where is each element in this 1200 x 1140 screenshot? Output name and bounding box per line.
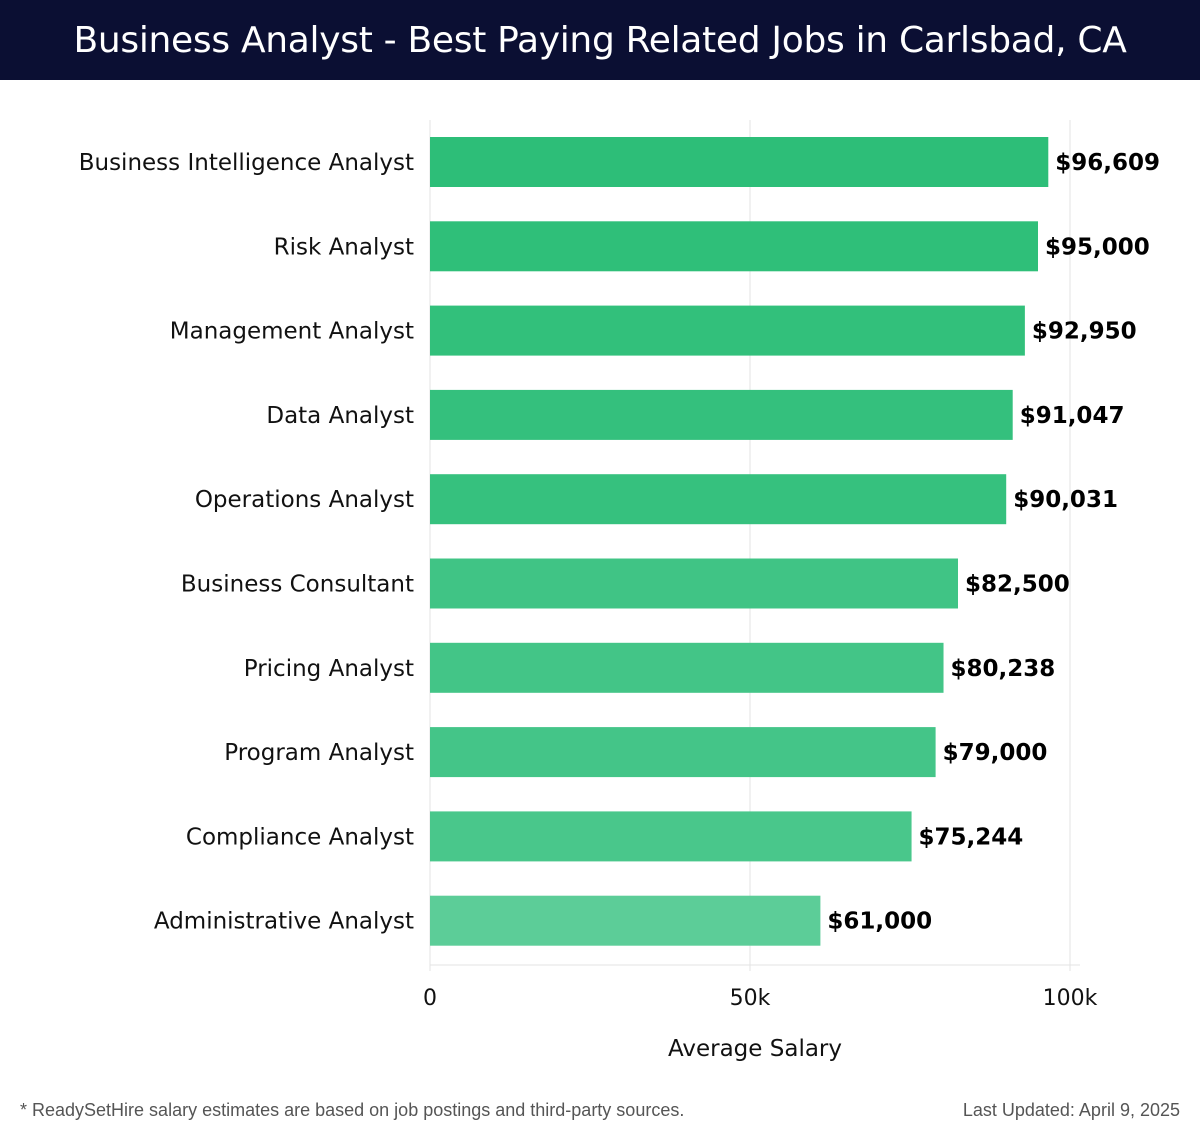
- bar: [430, 474, 1007, 525]
- category-label: Data Analyst: [266, 403, 414, 429]
- x-tick-label: 50k: [730, 986, 771, 1011]
- value-label: $95,000: [1045, 234, 1150, 260]
- value-label: $96,609: [1055, 150, 1160, 176]
- category-label: Compliance Analyst: [186, 824, 414, 850]
- value-label: $61,000: [827, 909, 932, 935]
- value-label: $90,031: [1013, 487, 1118, 513]
- last-updated: Last Updated: April 9, 2025: [962, 1100, 1180, 1120]
- category-label: Risk Analyst: [274, 234, 414, 260]
- bar: [430, 642, 944, 693]
- category-label: Program Analyst: [224, 740, 414, 766]
- bar: [430, 305, 1025, 356]
- value-label: $91,047: [1020, 403, 1125, 429]
- bar: [430, 727, 936, 778]
- x-axis-label: Average Salary: [668, 1036, 842, 1062]
- bar: [430, 137, 1049, 187]
- bar: [430, 221, 1038, 272]
- value-label: $79,000: [943, 740, 1048, 766]
- value-label: $82,500: [965, 572, 1070, 598]
- category-label: Pricing Analyst: [244, 656, 414, 682]
- chart-header: Business Analyst - Best Paying Related J…: [0, 0, 1200, 80]
- category-label: Business Intelligence Analyst: [79, 150, 414, 176]
- bar: [430, 811, 912, 862]
- footer-note: * ReadySetHire salary estimates are base…: [20, 1100, 685, 1120]
- category-label: Business Consultant: [181, 572, 414, 598]
- value-label: $80,238: [951, 656, 1056, 682]
- category-label: Management Analyst: [170, 319, 414, 345]
- chart-title: Business Analyst - Best Paying Related J…: [73, 19, 1127, 61]
- category-label: Operations Analyst: [195, 487, 414, 513]
- value-label: $92,950: [1032, 319, 1137, 345]
- salary-bar-chart: Business Intelligence Analyst $96,609 Risk…: [79, 120, 1160, 1062]
- value-label: $75,244: [919, 824, 1024, 850]
- bar: [430, 389, 1013, 440]
- category-label: Administrative Analyst: [154, 909, 414, 935]
- x-tick-label: 0: [423, 986, 437, 1011]
- bar: [430, 895, 821, 946]
- bar: [430, 558, 958, 609]
- x-tick-label: 100k: [1043, 986, 1098, 1011]
